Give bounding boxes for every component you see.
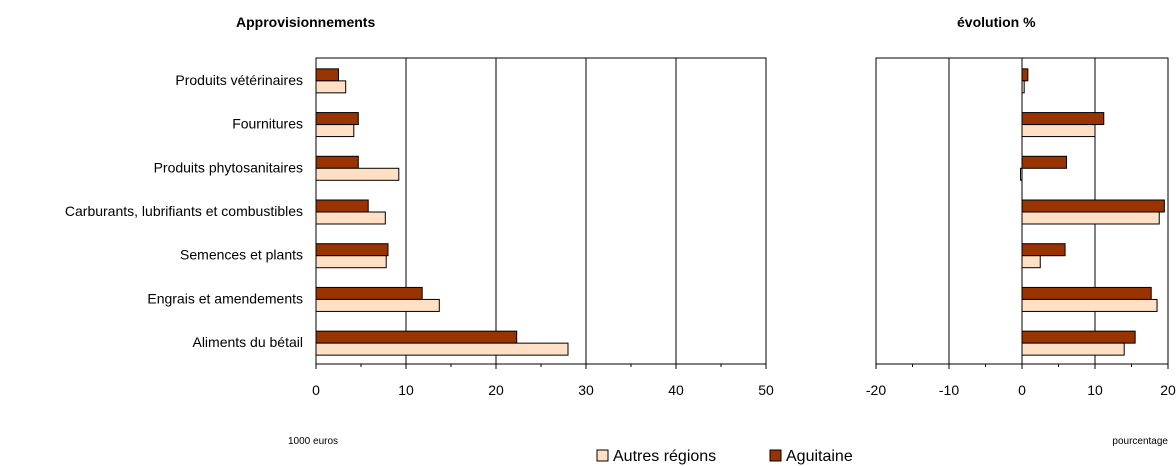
legend-swatch bbox=[769, 449, 782, 462]
category-label: Semences et plants bbox=[180, 247, 303, 263]
bar-aguitaine bbox=[1021, 286, 1152, 300]
category-label: Fournitures bbox=[232, 116, 303, 132]
plot-area-frame bbox=[315, 57, 767, 365]
x-tick-label: 20 bbox=[1160, 382, 1176, 398]
chart-title: évolution % bbox=[957, 14, 1036, 30]
x-tick-label: -10 bbox=[939, 382, 959, 398]
bar-autres-regions bbox=[1021, 298, 1158, 312]
bar-autres-regions bbox=[1021, 124, 1096, 138]
x-tick-label: 30 bbox=[578, 382, 594, 398]
bar-aguitaine bbox=[315, 330, 518, 344]
bar-autres-regions bbox=[315, 342, 569, 356]
x-tick-label: 40 bbox=[668, 382, 684, 398]
chart-panel-1: 0 10 20 30 40 50 Produits vétérinaires Fournitu… bbox=[65, 14, 774, 447]
category-label: Produits vétérinaires bbox=[175, 72, 303, 88]
category-label: Engrais et amendements bbox=[147, 290, 303, 306]
bar-aguitaine bbox=[1021, 243, 1066, 257]
category-label: Produits phytosanitaires bbox=[154, 159, 303, 175]
bar-aguitaine bbox=[1021, 68, 1029, 82]
legend-label: Autres régions bbox=[613, 448, 716, 465]
bar-autres-regions bbox=[1021, 255, 1041, 269]
legend: Autres régions Aguitaine bbox=[596, 448, 853, 465]
x-tick-label: 10 bbox=[398, 382, 414, 398]
bar-autres-regions bbox=[1021, 211, 1160, 225]
chart-panel-2: -20 -10 0 10 20 évolution % pourcentage bbox=[866, 14, 1176, 447]
bar-autres-regions bbox=[315, 255, 387, 269]
bar-aguitaine bbox=[315, 286, 423, 300]
chart-title: Approvisionnements bbox=[236, 14, 375, 30]
bar-autres-regions bbox=[1021, 342, 1125, 356]
bar-autres-regions bbox=[315, 167, 400, 181]
bar-aguitaine bbox=[315, 155, 359, 169]
category-label: Carburants, lubrifiants et combustibles bbox=[65, 203, 303, 219]
bar-autres-regions bbox=[315, 124, 355, 138]
bar-aguitaine bbox=[315, 68, 339, 82]
unit-label: 1000 euros bbox=[288, 436, 338, 447]
bar-aguitaine bbox=[1021, 199, 1165, 213]
legend-label: Aguitaine bbox=[786, 448, 853, 465]
bar-autres-regions bbox=[315, 211, 386, 225]
bar-aguitaine bbox=[1021, 155, 1068, 169]
bar-aguitaine bbox=[315, 112, 359, 126]
bar-autres-regions bbox=[315, 298, 440, 312]
x-tick-label: 0 bbox=[1018, 382, 1026, 398]
x-tick-label: 50 bbox=[758, 382, 774, 398]
legend-swatch bbox=[596, 449, 609, 462]
x-tick-label: 20 bbox=[488, 382, 504, 398]
bar-autres-regions bbox=[315, 80, 347, 94]
unit-label: pourcentage bbox=[1112, 436, 1168, 447]
bar-aguitaine bbox=[1021, 330, 1136, 344]
x-tick-label: 0 bbox=[312, 382, 320, 398]
bar-aguitaine bbox=[315, 243, 389, 257]
x-tick-label: -20 bbox=[866, 382, 886, 398]
x-tick-label: 10 bbox=[1087, 382, 1103, 398]
bar-aguitaine bbox=[315, 199, 369, 213]
category-label: Aliments du bétail bbox=[192, 334, 303, 350]
bar-aguitaine bbox=[1021, 112, 1105, 126]
